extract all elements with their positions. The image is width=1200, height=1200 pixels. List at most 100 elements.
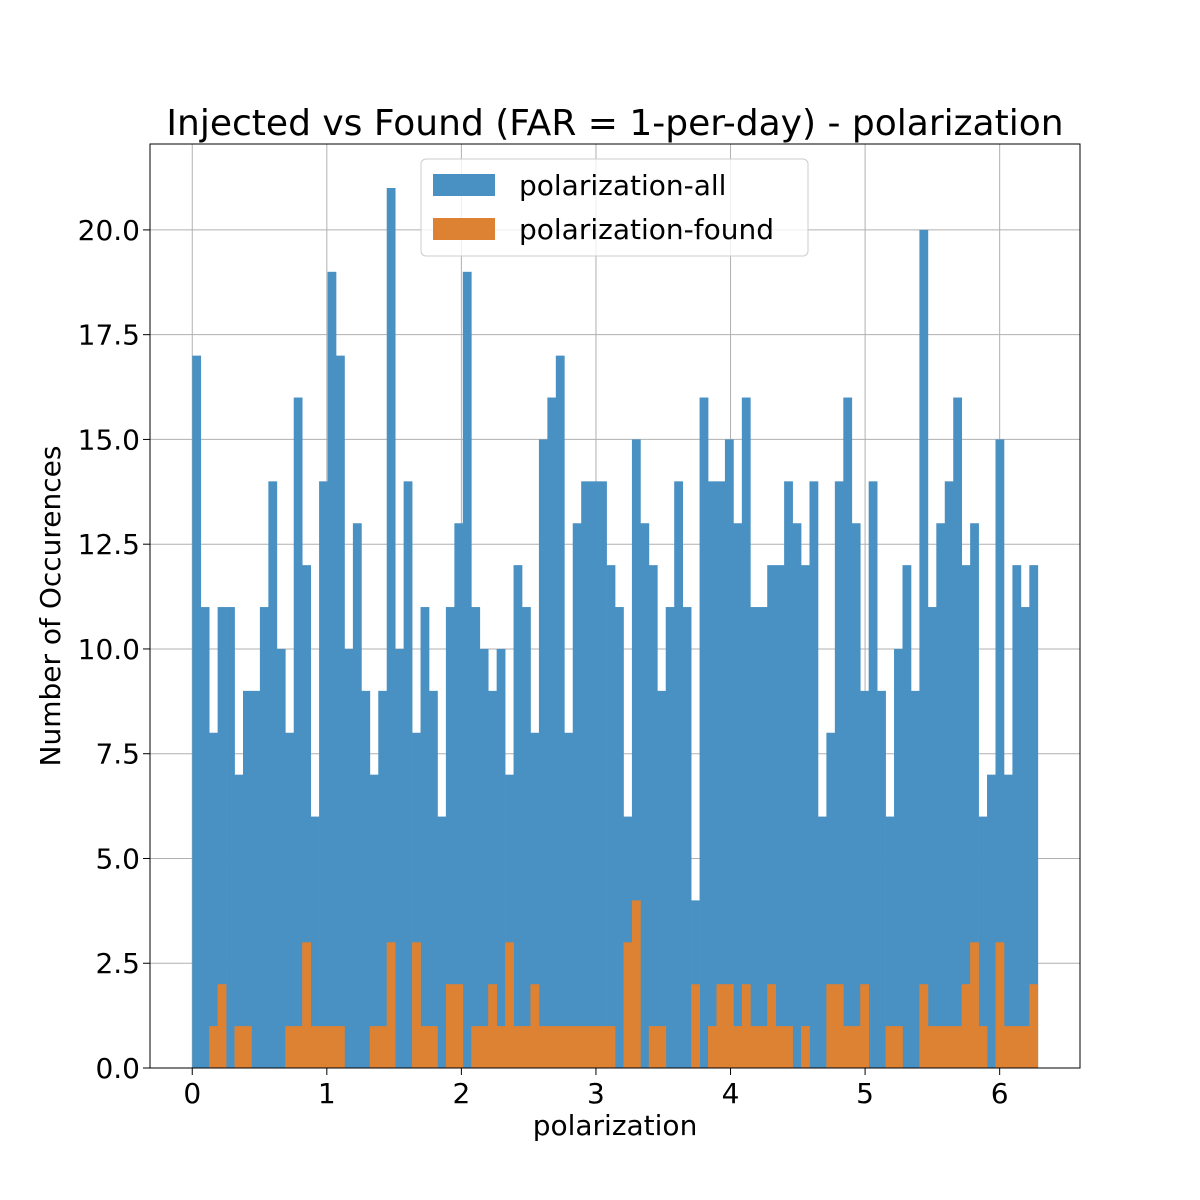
bar-polarization-all [226, 607, 235, 1068]
bar-polarization-all [251, 690, 261, 1068]
bar-polarization-all [513, 565, 523, 1068]
bar-polarization-all [242, 690, 252, 1068]
bar-polarization-all [479, 648, 489, 1068]
bar-polarization-found [894, 1026, 903, 1068]
bar-polarization-all [538, 439, 548, 1068]
bar-polarization-all [437, 816, 447, 1068]
bar-polarization-all [395, 648, 404, 1068]
bar-polarization-found [378, 1026, 388, 1068]
bar-polarization-all [352, 523, 362, 1068]
bar-polarization-found [978, 1026, 988, 1068]
bar-polarization-found [234, 1026, 244, 1068]
bar-polarization-found [209, 1026, 218, 1068]
bar-polarization-all [200, 607, 210, 1068]
bar-polarization-all [910, 690, 920, 1068]
y-tick-label: 5.0 [95, 842, 140, 875]
bar-polarization-all [792, 523, 802, 1068]
y-tick-label: 17.5 [78, 319, 140, 352]
bar-polarization-all [361, 690, 371, 1068]
x-tick-label: 5 [856, 1077, 874, 1110]
bar-polarization-found [784, 1026, 793, 1068]
bar-polarization-all [234, 774, 244, 1068]
bar-polarization-all [285, 732, 295, 1068]
bar-polarization-all [961, 565, 971, 1068]
series-polarization-found-bars [209, 900, 1039, 1068]
bar-polarization-all [555, 355, 565, 1068]
y-axis-ticks: 0.0 2.5 5.0 7.5 10.0 12.5 15.0 17.5 20.0 [78, 214, 150, 1085]
bar-polarization-found [970, 942, 979, 1068]
bar-polarization-all [767, 565, 777, 1068]
bar-polarization-found [564, 1026, 574, 1068]
bar-polarization-all [319, 481, 328, 1069]
bar-polarization-all [589, 481, 599, 1069]
bar-polarization-found [310, 1026, 320, 1068]
bar-polarization-all [919, 229, 929, 1068]
bar-polarization-found [801, 1026, 810, 1068]
bar-polarization-found [953, 1026, 963, 1068]
bar-polarization-all [1029, 565, 1039, 1068]
bar-polarization-found [302, 942, 311, 1068]
bar-polarization-found [944, 1026, 954, 1068]
bar-polarization-found [750, 1026, 760, 1068]
bar-polarization-all [581, 481, 590, 1069]
bar-polarization-all [674, 481, 684, 1069]
x-tick-label: 4 [722, 1077, 740, 1110]
bar-polarization-all [860, 690, 870, 1068]
bar-polarization-all [631, 439, 641, 1068]
bar-polarization-found [538, 1026, 548, 1068]
bar-polarization-found [1003, 1026, 1013, 1068]
bar-polarization-found [648, 1026, 658, 1068]
bar-polarization-found [420, 1026, 430, 1068]
bar-polarization-found [885, 1026, 895, 1068]
bar-polarization-found [530, 984, 540, 1068]
bar-polarization-all [606, 565, 616, 1068]
bar-polarization-found [1020, 1026, 1030, 1068]
bar-polarization-all [936, 523, 946, 1068]
bar-polarization-all [403, 481, 413, 1069]
bar-polarization-found [496, 1026, 506, 1068]
bar-polarization-all [335, 355, 345, 1068]
bar-polarization-all [927, 607, 937, 1068]
bar-polarization-all [758, 607, 768, 1068]
bar-polarization-found [1029, 984, 1039, 1068]
bar-polarization-found [513, 1026, 523, 1068]
bar-polarization-found [1012, 1026, 1022, 1068]
legend-swatch-polarization-all [433, 174, 495, 196]
chart-title: Injected vs Found (FAR = 1-per-day) - po… [166, 103, 1063, 144]
x-axis-label: polarization [533, 1109, 698, 1142]
x-axis-ticks: 0 1 2 3 4 5 6 [183, 1068, 1009, 1110]
bar-polarization-all [327, 271, 337, 1068]
bar-polarization-found [471, 1026, 481, 1068]
bar-polarization-found [242, 1026, 252, 1068]
y-axis-label: Number of Occurences [34, 446, 67, 767]
x-tick-label: 0 [183, 1077, 201, 1110]
legend-label-polarization-all: polarization-all [519, 169, 726, 202]
bar-polarization-all [310, 816, 320, 1068]
bar-polarization-all [454, 523, 464, 1068]
bar-polarization-all [1020, 607, 1030, 1068]
bar-polarization-all [733, 523, 743, 1068]
bar-polarization-all [420, 607, 430, 1068]
bar-polarization-all [741, 397, 751, 1068]
bar-polarization-all [724, 439, 734, 1068]
bar-polarization-all [259, 607, 269, 1068]
bar-polarization-all [699, 397, 709, 1068]
bar-polarization-found [724, 984, 734, 1068]
bar-polarization-found [758, 1026, 768, 1068]
bar-polarization-found [708, 1026, 717, 1068]
bar-polarization-all [716, 481, 726, 1069]
bar-polarization-found [927, 1026, 937, 1068]
bar-polarization-all [953, 397, 963, 1068]
bar-polarization-all [192, 355, 202, 1068]
bar-polarization-all [995, 439, 1005, 1068]
y-tick-label: 0.0 [95, 1052, 140, 1085]
bar-polarization-all [412, 732, 421, 1068]
bar-polarization-all [665, 607, 675, 1068]
bar-polarization-all [851, 523, 861, 1068]
bar-polarization-all [598, 481, 607, 1069]
bar-polarization-found [217, 984, 227, 1068]
bar-polarization-all [784, 481, 793, 1069]
bar-polarization-all [209, 732, 218, 1068]
bar-polarization-all [293, 397, 303, 1068]
